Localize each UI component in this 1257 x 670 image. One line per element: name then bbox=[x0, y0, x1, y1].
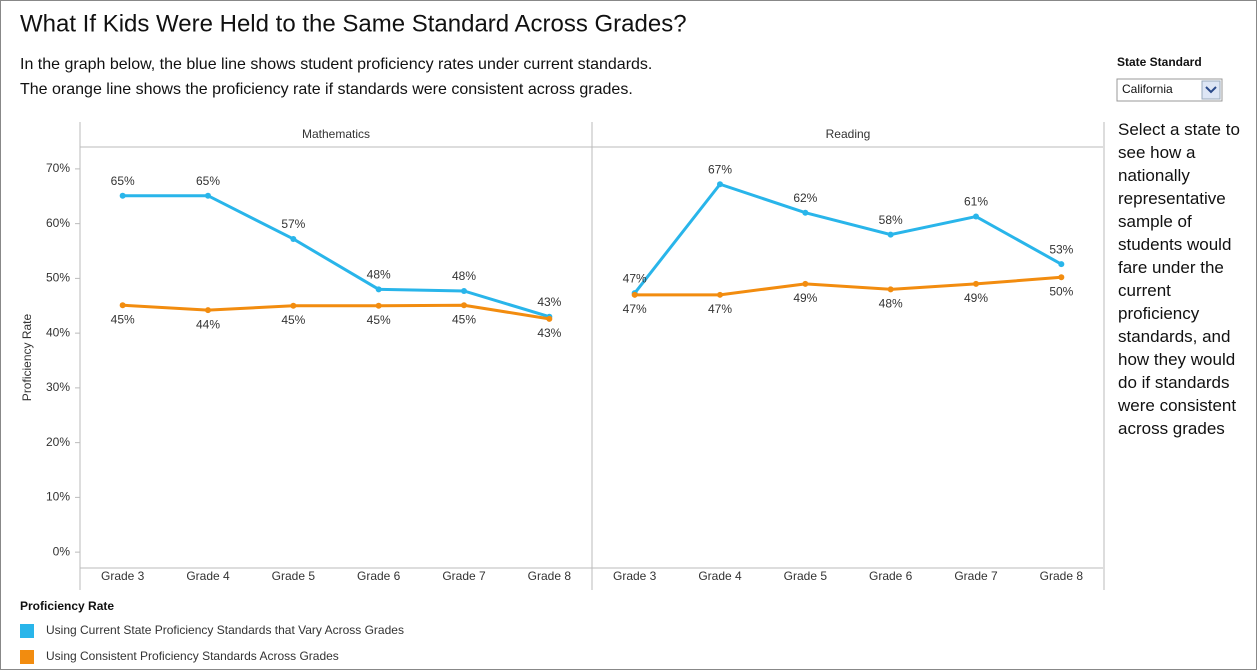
data-label: 53% bbox=[1049, 242, 1073, 256]
line bbox=[634, 275, 1062, 297]
data-label: 45% bbox=[452, 312, 476, 326]
y-tick-label: 10% bbox=[46, 490, 70, 504]
point bbox=[717, 291, 723, 298]
y-tick-label: 60% bbox=[46, 216, 70, 230]
point bbox=[119, 302, 126, 309]
x-tick-label: Grade 7 bbox=[954, 569, 998, 583]
point bbox=[205, 307, 211, 314]
y-tick-label: 70% bbox=[46, 161, 70, 175]
x-tick-label: Grade 4 bbox=[698, 569, 742, 583]
x-tick-label: Grade 3 bbox=[101, 569, 145, 583]
data-label: 43% bbox=[537, 326, 561, 340]
line bbox=[633, 182, 1063, 295]
y-tick-label: 20% bbox=[46, 435, 70, 449]
control-label: State Standard bbox=[1117, 55, 1202, 69]
dropdown-value[interactable]: California bbox=[1122, 82, 1173, 96]
legend-label: Using Current State Proficiency Standard… bbox=[46, 623, 404, 637]
data-label: 50% bbox=[1049, 284, 1073, 298]
legend-label: Using Consistent Proficiency Standards A… bbox=[46, 649, 339, 663]
point bbox=[119, 192, 126, 199]
point bbox=[461, 302, 467, 309]
data-label: 45% bbox=[367, 313, 391, 327]
point bbox=[375, 286, 382, 293]
subtitle: In the graph below, the blue line shows … bbox=[20, 56, 652, 73]
x-tick-label: Grade 7 bbox=[442, 569, 486, 583]
data-label: 44% bbox=[196, 317, 220, 331]
point bbox=[546, 315, 553, 322]
data-label: 62% bbox=[793, 191, 817, 205]
point bbox=[375, 302, 382, 309]
subtitle: The orange line shows the proficiency ra… bbox=[20, 81, 633, 98]
point bbox=[973, 280, 979, 287]
point bbox=[887, 231, 894, 238]
x-tick-label: Grade 6 bbox=[869, 569, 913, 583]
data-label: 65% bbox=[196, 174, 220, 188]
y-tick-label: 30% bbox=[46, 380, 70, 394]
data-label: 48% bbox=[879, 297, 903, 311]
line bbox=[122, 194, 550, 319]
y-axis-label: Proficiency Rate bbox=[20, 313, 34, 401]
point bbox=[717, 181, 723, 188]
data-label: 48% bbox=[452, 269, 476, 283]
data-label: 43% bbox=[537, 295, 561, 309]
point bbox=[461, 287, 467, 294]
y-tick-label: 0% bbox=[53, 544, 71, 558]
dropdown-arrow bbox=[1205, 86, 1217, 94]
data-label: 47% bbox=[623, 271, 647, 285]
x-tick-label: Grade 6 bbox=[357, 569, 401, 583]
legend-swatch bbox=[20, 650, 34, 664]
data-label: 67% bbox=[708, 162, 732, 176]
y-tick-label: 40% bbox=[46, 325, 70, 339]
point bbox=[802, 280, 809, 287]
point bbox=[205, 192, 211, 199]
x-tick-label: Grade 5 bbox=[784, 569, 828, 583]
x-tick-label: Grade 8 bbox=[1040, 569, 1084, 583]
data-label: 49% bbox=[964, 291, 988, 305]
legend-title: Proficiency Rate bbox=[20, 599, 114, 613]
sidebar-text: Select a state to see how a nationally r… bbox=[1118, 120, 1240, 438]
data-label: 57% bbox=[281, 217, 305, 231]
x-tick-label: Grade 4 bbox=[186, 569, 230, 583]
data-label: 65% bbox=[111, 174, 135, 188]
line bbox=[122, 303, 550, 321]
point bbox=[1058, 274, 1065, 281]
x-tick-label: Grade 8 bbox=[528, 569, 572, 583]
y-tick-label: 50% bbox=[46, 271, 70, 285]
point bbox=[887, 286, 894, 293]
data-label: 47% bbox=[623, 302, 647, 316]
data-label: 61% bbox=[964, 195, 988, 209]
point bbox=[290, 302, 297, 309]
point bbox=[802, 209, 809, 216]
panel-title: Reading bbox=[826, 127, 871, 141]
x-tick-label: Grade 5 bbox=[272, 569, 316, 583]
dropdown[interactable]: California bbox=[1116, 78, 1223, 102]
legend-swatch bbox=[20, 624, 34, 638]
point bbox=[290, 235, 297, 242]
data-label: 45% bbox=[281, 313, 305, 327]
point bbox=[631, 291, 638, 298]
x-tick-label: Grade 3 bbox=[613, 569, 657, 583]
point bbox=[973, 213, 979, 220]
data-label: 48% bbox=[367, 268, 391, 282]
data-label: 49% bbox=[793, 291, 817, 305]
panel-title: Mathematics bbox=[302, 127, 370, 141]
data-label: 45% bbox=[111, 312, 135, 326]
data-label: 58% bbox=[879, 213, 903, 227]
dropdown-box[interactable] bbox=[1116, 78, 1223, 102]
data-label: 47% bbox=[708, 302, 732, 316]
dropdown-button[interactable] bbox=[1201, 80, 1221, 100]
title: What If Kids Were Held to the Same Stand… bbox=[20, 10, 687, 37]
point bbox=[1058, 261, 1065, 268]
